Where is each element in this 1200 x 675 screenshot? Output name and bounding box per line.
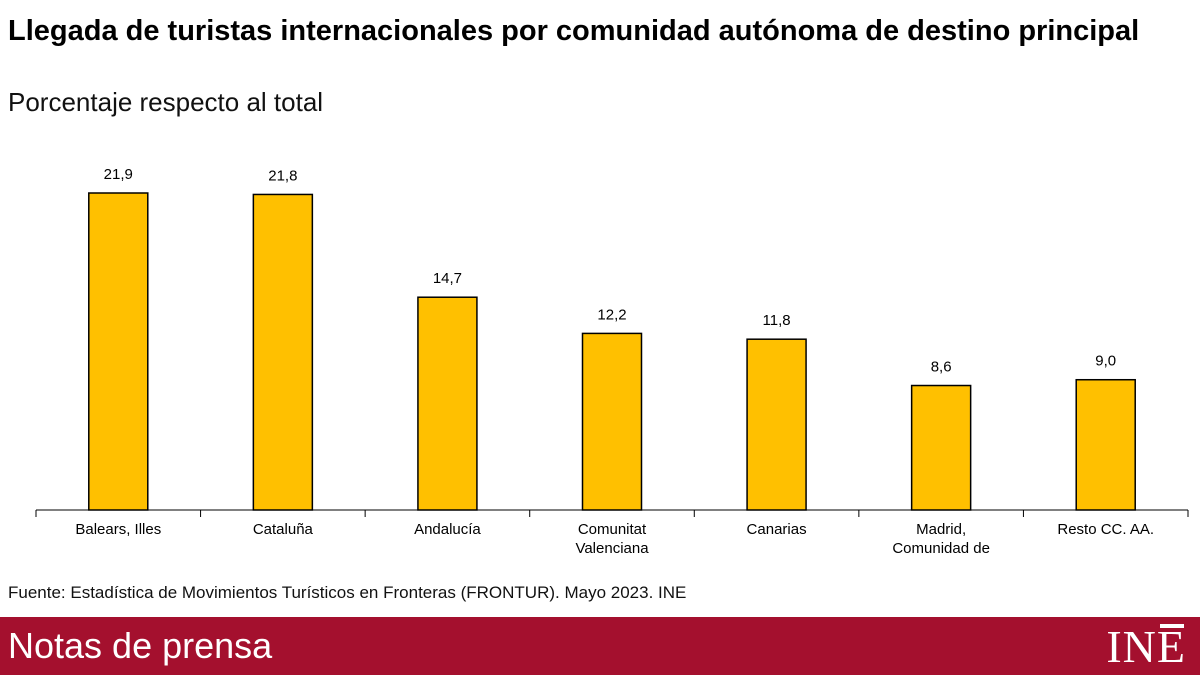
value-label-5: 11,8 (763, 312, 791, 329)
value-label-7: 9,0 (1095, 353, 1116, 370)
value-label-2: 21,8 (268, 167, 297, 184)
bar-3 (417, 296, 478, 511)
bar-1 (88, 192, 149, 511)
value-label-3: 14,7 (433, 270, 462, 287)
chart-subtitle: Porcentaje respecto al total (8, 87, 324, 117)
value-label-4: 12,2 (597, 306, 626, 323)
value-label-6: 8,6 (931, 359, 952, 376)
logo-macron (1160, 624, 1184, 628)
category-label-6: Madrid, Comunidad de (892, 521, 990, 557)
bar-2 (252, 193, 314, 511)
bar-6 (910, 384, 972, 511)
category-label-3: Andalucía (414, 521, 481, 538)
ine-logo[interactable]: INE (1106, 624, 1186, 670)
footer-label: Notas de prensa (8, 625, 273, 666)
bar-5 (746, 338, 807, 511)
category-label-1: Balears, Illes (75, 521, 161, 538)
value-label-1: 21,9 (104, 166, 133, 183)
chart-title: Llegada de turistas internacionales por … (8, 15, 1140, 47)
category-label-7: Resto CC. AA. (1057, 521, 1154, 538)
footer-bar: Notas de prensa INE (0, 617, 1200, 675)
ine-logo-text: INE (1106, 621, 1186, 672)
category-label-5: Canarias (747, 521, 807, 538)
source-note: Fuente: Estadística de Movimientos Turís… (8, 583, 687, 602)
bar-chart: 21,9 Balears, Illes 21,8 Cataluña 14,7 Andalu… (35, 166, 1189, 557)
category-label-2: Cataluña (253, 521, 314, 538)
bar-7 (1075, 378, 1136, 511)
bar-4 (581, 332, 643, 511)
category-label-4: Comunitat Valenciana (575, 521, 649, 557)
